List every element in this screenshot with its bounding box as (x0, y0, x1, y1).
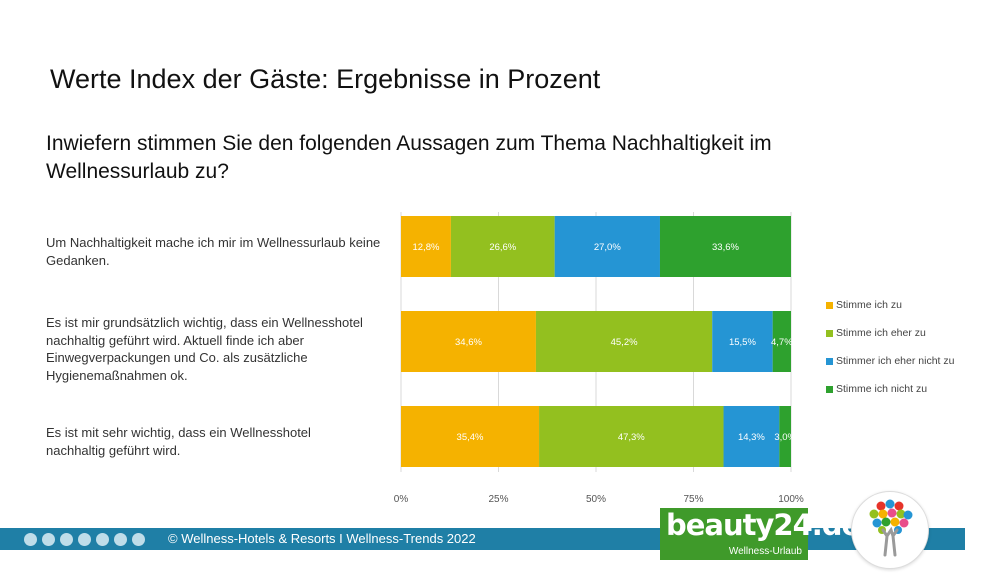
brand-subtitle: Wellness-Urlaub (728, 546, 802, 557)
data-label: 26,6% (489, 242, 516, 253)
statement-1-label: Um Nachhaltigkeit mache ich mir im Welln… (46, 235, 381, 268)
data-label: 33,6% (712, 242, 739, 253)
legend-swatch-disagree (826, 386, 833, 393)
chart-legend: Stimme ich zu Stimme ich eher zu Stimmer… (826, 299, 954, 411)
legend-swatch-somewhat-agree (826, 330, 833, 337)
bar-segment (535, 311, 713, 372)
bar-segment (450, 216, 555, 277)
legend-item: Stimme ich zu (826, 299, 954, 327)
stacked-bar-chart: 0% 25% 50% 75% 100% 12,8% 26,6% 27,0% 33,6% 34,6%… (394, 212, 804, 505)
legend-item: Stimme ich eher zu (826, 327, 954, 355)
progress-dot (114, 533, 127, 546)
progress-dot (96, 533, 109, 546)
bar-segment (554, 216, 660, 277)
x-tick-label: 100% (778, 494, 804, 505)
legend-label: Stimme ich nicht zu (836, 383, 928, 395)
survey-question: Inwiefern stimmen Sie den folgenden Auss… (46, 132, 772, 183)
data-label: 35,4% (457, 432, 484, 443)
tree-logo-icon (851, 491, 929, 569)
progress-dot (60, 533, 73, 546)
slide-progress-dots (24, 533, 145, 546)
bar-segment (401, 311, 536, 372)
data-label: 27,0% (594, 242, 621, 253)
footer-copyright: © Wellness-Hotels & Resorts I Wellness-T… (168, 531, 476, 546)
progress-dot (78, 533, 91, 546)
bar-segment (772, 311, 791, 372)
bar-segment (712, 311, 773, 372)
page-title: Werte Index der Gäste: Ergebnisse in Pro… (50, 64, 601, 94)
data-label: 3,0% (774, 432, 796, 443)
x-tick-label: 25% (488, 494, 508, 505)
legend-label: Stimme ich eher zu (836, 327, 926, 339)
bar-segment (779, 406, 791, 467)
statement-2-label: Es ist mir grundsätzlich wichtig, dass e… (46, 315, 363, 383)
x-tick-label: 50% (586, 494, 606, 505)
progress-dot (24, 533, 37, 546)
bar-segment (401, 406, 540, 467)
data-label: 14,3% (738, 432, 765, 443)
legend-label: Stimme ich zu (836, 299, 902, 311)
legend-label: Stimmer ich eher nicht zu (836, 355, 955, 367)
legend-item: Stimme ich nicht zu (826, 383, 954, 411)
brand-name: beauty24.de (666, 508, 861, 542)
data-label: 15,5% (729, 337, 756, 348)
legend-swatch-somewhat-disagree (826, 358, 833, 365)
bar-segment (401, 216, 451, 277)
progress-dot (132, 533, 145, 546)
bar-segment (659, 216, 791, 277)
tree-logo-graphic (869, 499, 913, 557)
bar-segment (539, 406, 724, 467)
data-label: 12,8% (412, 242, 439, 253)
data-label: 34,6% (455, 337, 482, 348)
data-label: 4,7% (771, 337, 793, 348)
x-tick-label: 0% (394, 494, 409, 505)
legend-item: Stimmer ich eher nicht zu (826, 355, 954, 383)
beauty24-logo: beauty24.de Wellness-Urlaub (660, 508, 861, 560)
progress-dot (42, 533, 55, 546)
data-label: 45,2% (611, 337, 638, 348)
x-tick-label: 75% (683, 494, 703, 505)
bar-segment (723, 406, 780, 467)
statement-3-label: Es ist mit sehr wichtig, dass ein Wellne… (46, 425, 311, 458)
data-label: 47,3% (618, 432, 645, 443)
legend-swatch-agree (826, 302, 833, 309)
